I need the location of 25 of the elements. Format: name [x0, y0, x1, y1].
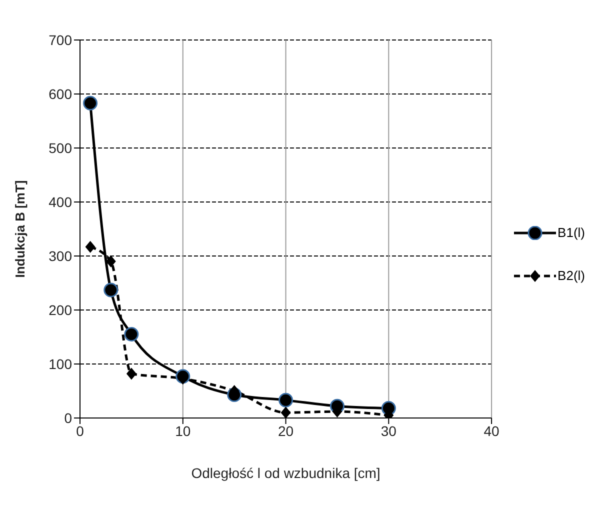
- y-axis-title: Indukcja B [mT]: [12, 180, 28, 278]
- y-tick-label: 300: [48, 248, 72, 264]
- y-tick-label: 500: [48, 140, 72, 156]
- x-tick-label: 20: [278, 422, 294, 439]
- point: [83, 96, 98, 110]
- point: [104, 282, 118, 298]
- point: [124, 327, 139, 342]
- legend-label: B2(l): [558, 268, 585, 283]
- y-tick-label: 200: [48, 302, 72, 318]
- y-tick-label: 0: [64, 410, 72, 426]
- y-tick-label: 700: [48, 32, 72, 48]
- y-tick-label: 600: [48, 86, 72, 102]
- x-tick-label: 30: [380, 422, 397, 439]
- x-tick-label: 0: [76, 422, 84, 439]
- x-tick-label: 40: [484, 422, 500, 439]
- y-tick-label: 400: [48, 194, 72, 210]
- point: [85, 240, 96, 253]
- legend-label: B1(l): [558, 225, 585, 240]
- x-axis-title: Odległość l od wzbudnika [cm]: [191, 465, 380, 481]
- point: [126, 368, 136, 380]
- x-tick-label: 10: [175, 422, 191, 439]
- point: [106, 255, 116, 268]
- y-tick-label: 100: [48, 356, 72, 372]
- point: [278, 392, 294, 408]
- point: [280, 406, 291, 418]
